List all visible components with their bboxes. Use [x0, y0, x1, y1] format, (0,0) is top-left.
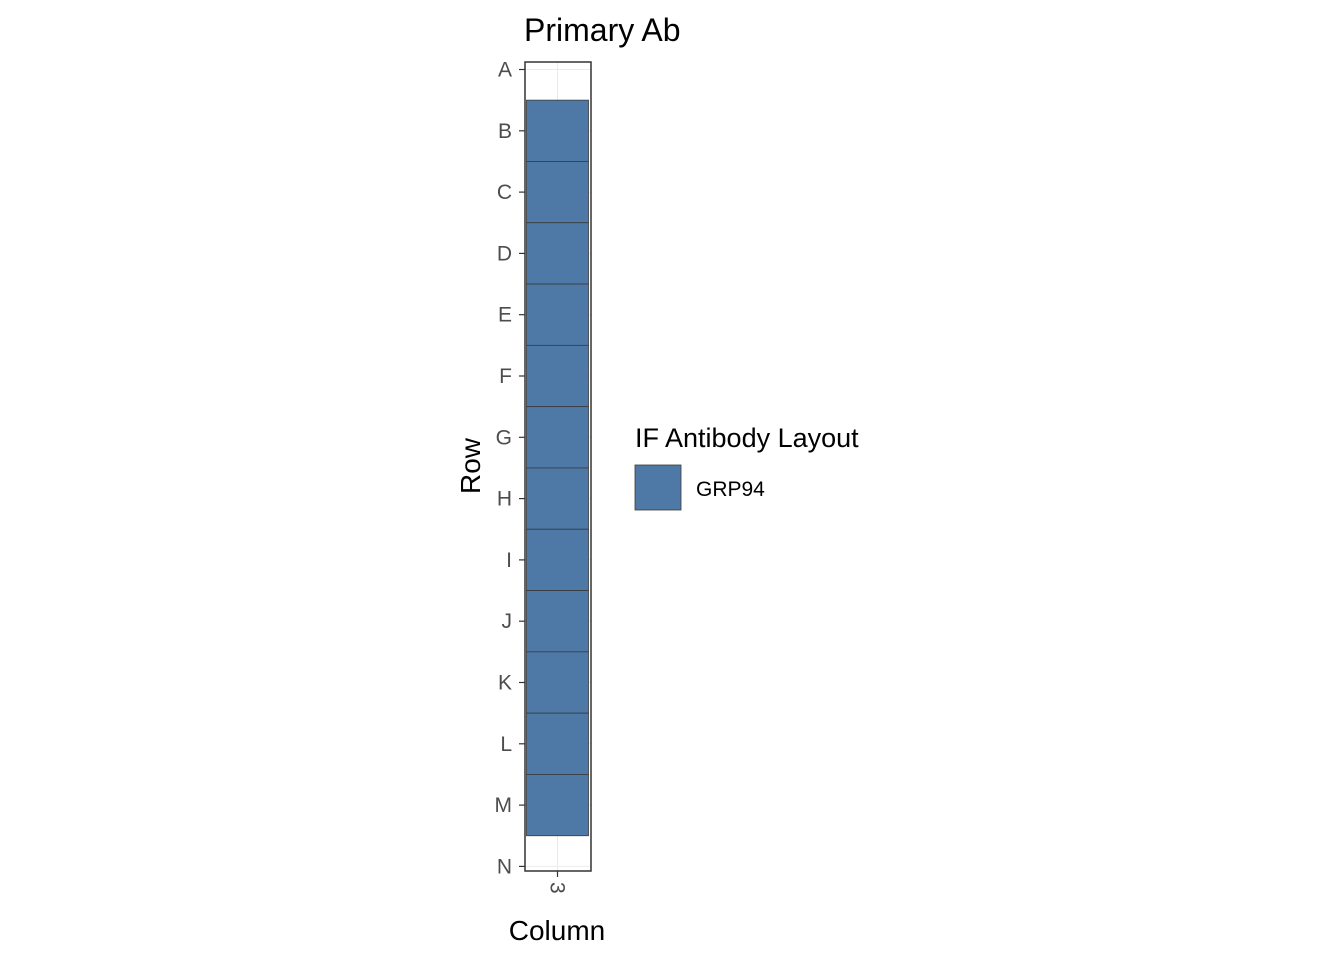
legend-label-grp94: GRP94 [696, 478, 765, 501]
y-tick-label-c: C [497, 181, 512, 204]
y-tick-label-j: J [502, 610, 513, 633]
tile-f3 [526, 344, 589, 408]
y-tick-label-g: G [496, 426, 512, 449]
tile-d3 [526, 222, 589, 285]
legend: IF Antibody Layout GRP94 [634, 423, 859, 511]
tile-e3 [526, 283, 589, 346]
tile-g3 [526, 406, 589, 469]
y-tick-label-k: K [498, 672, 512, 695]
legend-title: IF Antibody Layout [635, 423, 859, 453]
y-tick-label-d: D [497, 242, 512, 265]
y-axis: A B C D E F G H I J K L M N [495, 59, 525, 878]
y-tick-label-l: L [500, 733, 512, 756]
tile-h3 [526, 467, 589, 530]
x-axis-title: Column [509, 915, 605, 946]
tile-j3 [526, 590, 589, 653]
tile-b3 [526, 99, 589, 162]
tile-l3 [526, 712, 589, 775]
y-tick-label-h: H [497, 488, 512, 511]
y-tick-label-i: I [506, 549, 512, 572]
x-tick-label-3: 3 [546, 882, 569, 894]
y-tick-label-m: M [495, 794, 513, 817]
y-tick-label-a: A [498, 59, 512, 82]
y-tick-label-b: B [498, 120, 512, 143]
cells-layer [526, 99, 589, 837]
y-tick-label-e: E [498, 304, 512, 327]
tile-k3 [526, 651, 589, 714]
y-tick-label-f: F [499, 365, 512, 388]
legend-key-grp94 [634, 464, 682, 511]
x-axis: 3 [546, 871, 569, 894]
tile-i3 [526, 528, 589, 591]
tile-c3 [526, 161, 589, 224]
y-tick-label-n: N [497, 855, 512, 878]
legend-entries: GRP94 [634, 464, 765, 511]
y-axis-title: Row [455, 437, 486, 494]
chart-title: Primary Ab [524, 12, 680, 48]
tile-m3 [526, 774, 589, 837]
